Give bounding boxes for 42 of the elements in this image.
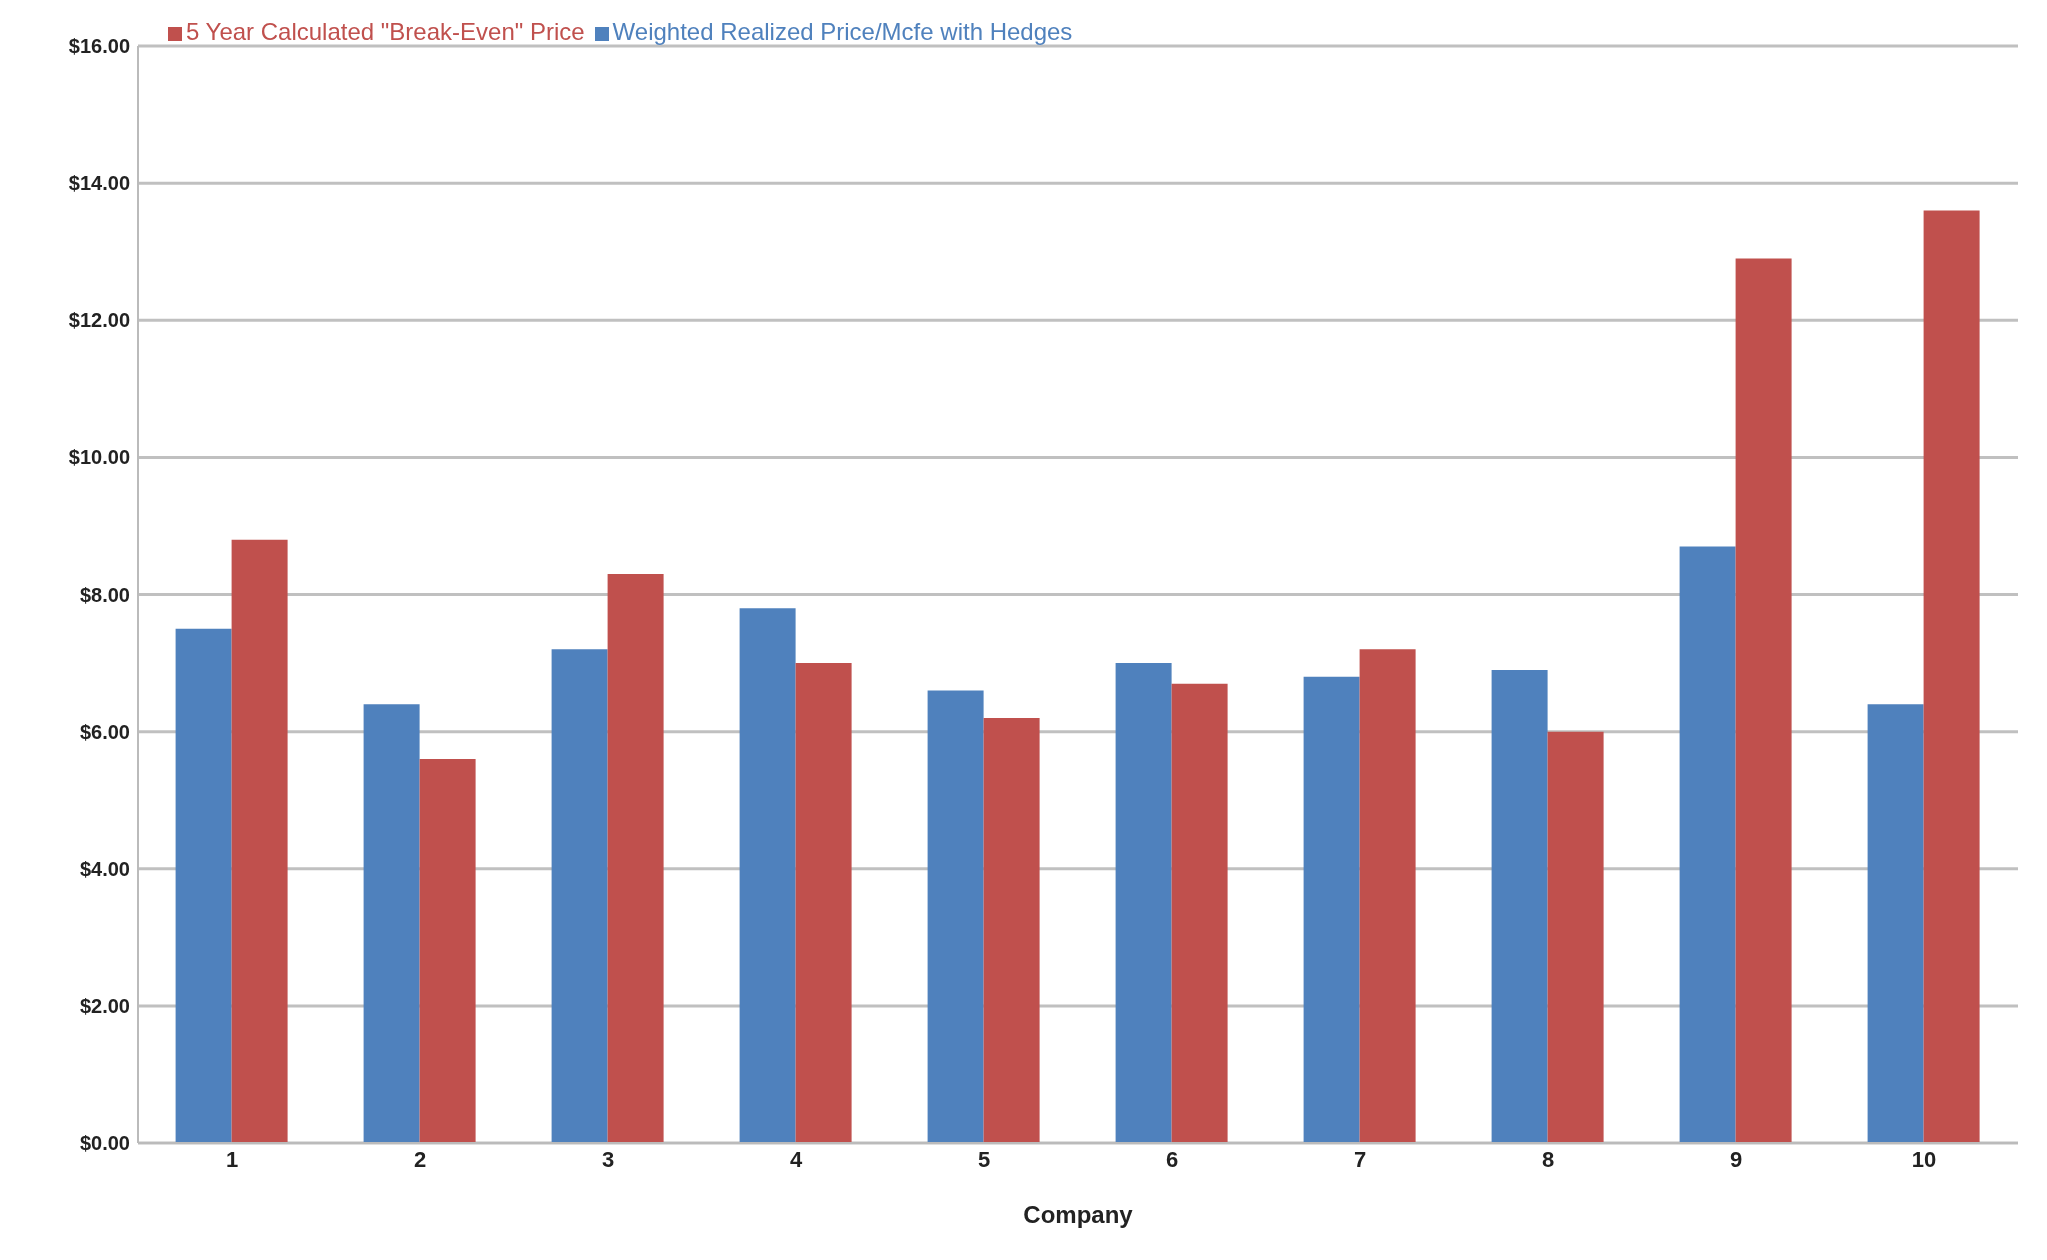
x-tick-label: 9 xyxy=(1729,1146,1743,1172)
y-tick-label: $0.00 xyxy=(79,1132,130,1155)
bar xyxy=(739,608,796,1143)
x-tick-label: 3 xyxy=(601,1146,615,1172)
y-tick-label: $14.00 xyxy=(68,172,130,195)
x-tick-label: 4 xyxy=(789,1146,803,1172)
y-tick-label: $12.00 xyxy=(68,309,130,332)
bar xyxy=(795,663,852,1143)
bar xyxy=(983,717,1040,1143)
bar xyxy=(1171,683,1228,1143)
y-tick-label: $6.00 xyxy=(79,720,130,743)
legend-label: 5 Year Calculated "Break-Even" Price xyxy=(186,18,585,45)
bar xyxy=(1923,210,1980,1143)
x-tick-label: 1 xyxy=(225,1146,239,1172)
bar xyxy=(927,690,984,1143)
bar xyxy=(1547,731,1604,1143)
bar xyxy=(607,573,664,1143)
bar xyxy=(1359,649,1416,1143)
x-tick-label: 7 xyxy=(1353,1146,1367,1172)
bar xyxy=(1115,663,1172,1143)
x-tick-label: 2 xyxy=(413,1146,427,1172)
bar xyxy=(231,539,288,1143)
x-tick-label: 8 xyxy=(1541,1146,1555,1172)
bar xyxy=(1679,546,1736,1143)
y-tick-label: $8.00 xyxy=(79,583,130,606)
x-tick-label: 10 xyxy=(1911,1146,1937,1172)
x-tick-label: 5 xyxy=(977,1146,991,1172)
bar xyxy=(1491,669,1548,1143)
bar xyxy=(551,649,608,1143)
legend-label: Weighted Realized Price/Mcfe with Hedges xyxy=(612,18,1073,45)
y-tick-label: $10.00 xyxy=(68,446,130,469)
y-tick-label: $2.00 xyxy=(79,994,130,1017)
x-axis-title: Company xyxy=(1023,1201,1134,1228)
bar xyxy=(1867,704,1924,1143)
bar xyxy=(1735,258,1792,1143)
y-tick-label: $4.00 xyxy=(79,857,130,880)
bar xyxy=(175,628,232,1143)
y-tick-label: $16.00 xyxy=(68,35,130,58)
bar xyxy=(363,704,420,1143)
bar xyxy=(1303,676,1360,1143)
bar xyxy=(419,759,476,1143)
x-tick-label: 6 xyxy=(1165,1146,1179,1172)
